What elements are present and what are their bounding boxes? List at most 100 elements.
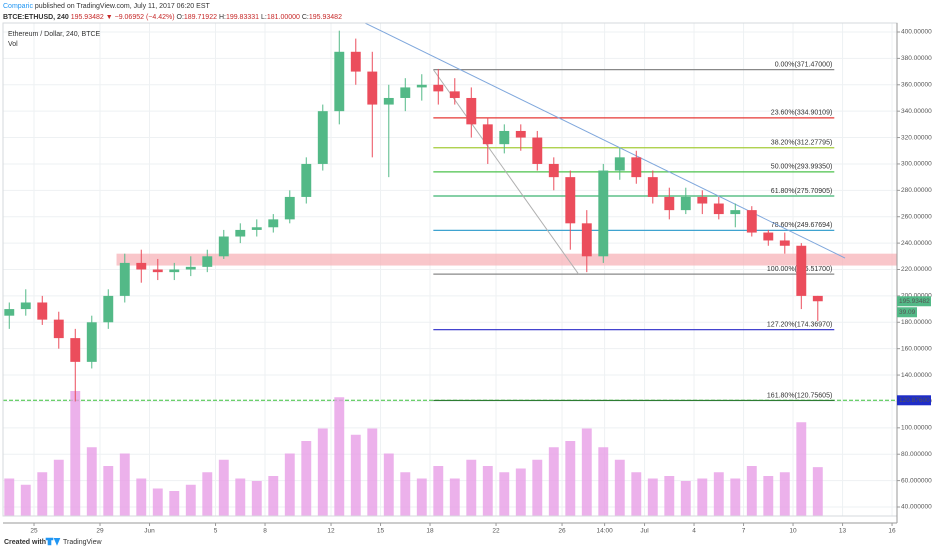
candle-body — [449, 91, 460, 98]
y-tick-label: 400.000000 — [901, 29, 932, 36]
symbol: BTCE:ETHUSD, 240 — [3, 14, 69, 21]
volume-label: Vol — [8, 41, 18, 48]
candle-body — [136, 262, 147, 270]
chart-title: Ethereum / Dollar, 240, BTCE — [8, 31, 101, 38]
candle-body — [416, 84, 427, 88]
volume-bar — [713, 472, 724, 516]
x-tick-label: 5 — [214, 528, 218, 535]
candle-body — [202, 256, 213, 267]
candle-body — [713, 203, 724, 215]
volume-bar — [812, 467, 823, 516]
volume-bar — [449, 478, 460, 516]
volume-bar — [565, 441, 576, 516]
header-line-1: Comparic published on TradingView.com, J… — [3, 3, 210, 10]
y-tick-label: 240.000000 — [901, 240, 932, 247]
x-tick-label: 16 — [888, 528, 896, 535]
y-tick-label: 260.000000 — [901, 213, 932, 220]
candle-body — [565, 177, 576, 224]
y-tick-label: 100.000000 — [901, 425, 932, 432]
x-tick-label: 7 — [742, 528, 746, 535]
volume-bar — [185, 484, 196, 516]
y-tick-label: 140.000000 — [901, 372, 932, 379]
last-price-box — [897, 296, 931, 307]
published: published on TradingView.com, July 11, 2… — [35, 3, 211, 10]
candle-body — [400, 87, 411, 98]
volume-bar — [152, 488, 163, 516]
plot-layer: 0.00%(371.47000) 23.60%(334.90109) 38.20%(… — [3, 22, 898, 516]
volume-bar — [548, 447, 559, 516]
h-line-box — [897, 395, 931, 406]
trendline — [364, 22, 846, 259]
volume-bar — [169, 491, 180, 516]
volume-bar — [532, 459, 543, 516]
candle-body — [812, 295, 823, 302]
publisher[interactable]: Comparic — [3, 3, 33, 10]
candle-body — [185, 266, 196, 270]
volume-bar — [334, 397, 345, 516]
x-tick-label: Jun — [144, 528, 155, 535]
candle-body — [20, 302, 31, 310]
trendline — [432, 69, 579, 275]
candle-body — [614, 157, 625, 171]
fib-label: 161.80%(120.75605) — [767, 392, 832, 399]
c-label: C: — [302, 14, 309, 21]
volume-bar — [433, 466, 444, 516]
volume-bar — [730, 478, 741, 516]
last-volume-label: 39.09 — [899, 309, 916, 316]
volume-bar — [664, 476, 675, 516]
y-tick-label: 380.000000 — [901, 55, 932, 62]
candle-body — [53, 319, 64, 339]
candle-body — [350, 51, 361, 72]
fib-label: 127.20%(174.36970) — [767, 322, 832, 329]
candle-body — [581, 223, 592, 257]
y-tick-label: 320.000000 — [901, 134, 932, 141]
volume-bar — [416, 478, 427, 516]
volume-bar — [317, 428, 328, 516]
y-tick-label: 300.000000 — [901, 161, 932, 168]
candle-body — [466, 97, 477, 125]
footer-brand[interactable]: TradingView — [63, 539, 102, 546]
candle-body — [251, 227, 262, 230]
c-value: 195.93482 — [309, 14, 342, 21]
o-label: O: — [177, 14, 184, 21]
l-value: 181.00000 — [267, 14, 300, 21]
x-tick-label: 15 — [377, 528, 385, 535]
volume-bar — [697, 478, 708, 516]
candle-body — [284, 196, 295, 220]
candle-body — [664, 196, 675, 211]
candle-body — [779, 240, 790, 246]
volume-bar — [301, 441, 312, 516]
fib-label: 38.20%(312.27795) — [771, 140, 833, 147]
x-tick-label: 25 — [30, 528, 38, 535]
candle-body — [383, 97, 394, 105]
change: ▼ −9.06952 (−4.42%) — [106, 14, 175, 21]
candle-body — [169, 269, 180, 273]
candle-body — [268, 219, 279, 228]
candle-body — [70, 338, 81, 362]
fib-label: 78.60%(249.67694) — [771, 222, 833, 229]
volume-bar — [763, 476, 774, 516]
y-tick-label: 200.000000 — [901, 293, 932, 300]
candle-body — [301, 163, 312, 197]
y-tick-label: 220.000000 — [901, 266, 932, 273]
x-tick-label: 22 — [492, 528, 500, 535]
h-value: 199.83331 — [226, 14, 259, 21]
volume-bar — [466, 459, 477, 516]
candle-body — [631, 157, 642, 178]
volume-bar — [614, 459, 625, 516]
candle-body — [334, 51, 345, 112]
x-tick-label: 14:00 — [596, 528, 613, 535]
volume-bar — [202, 472, 213, 516]
candle-body — [86, 322, 97, 362]
candle-body — [317, 111, 328, 164]
candle-body — [367, 71, 378, 105]
volume-bar — [350, 434, 361, 516]
y-tick-label: 340.000000 — [901, 108, 932, 115]
x-tick-label: 26 — [558, 528, 566, 535]
footer-created: Created with — [4, 539, 46, 546]
volume-bar — [53, 459, 64, 516]
header-line-2: BTCE:ETHUSD, 240 195.93482 ▼ −9.06952 (−… — [3, 14, 342, 21]
candle-body — [746, 210, 757, 233]
